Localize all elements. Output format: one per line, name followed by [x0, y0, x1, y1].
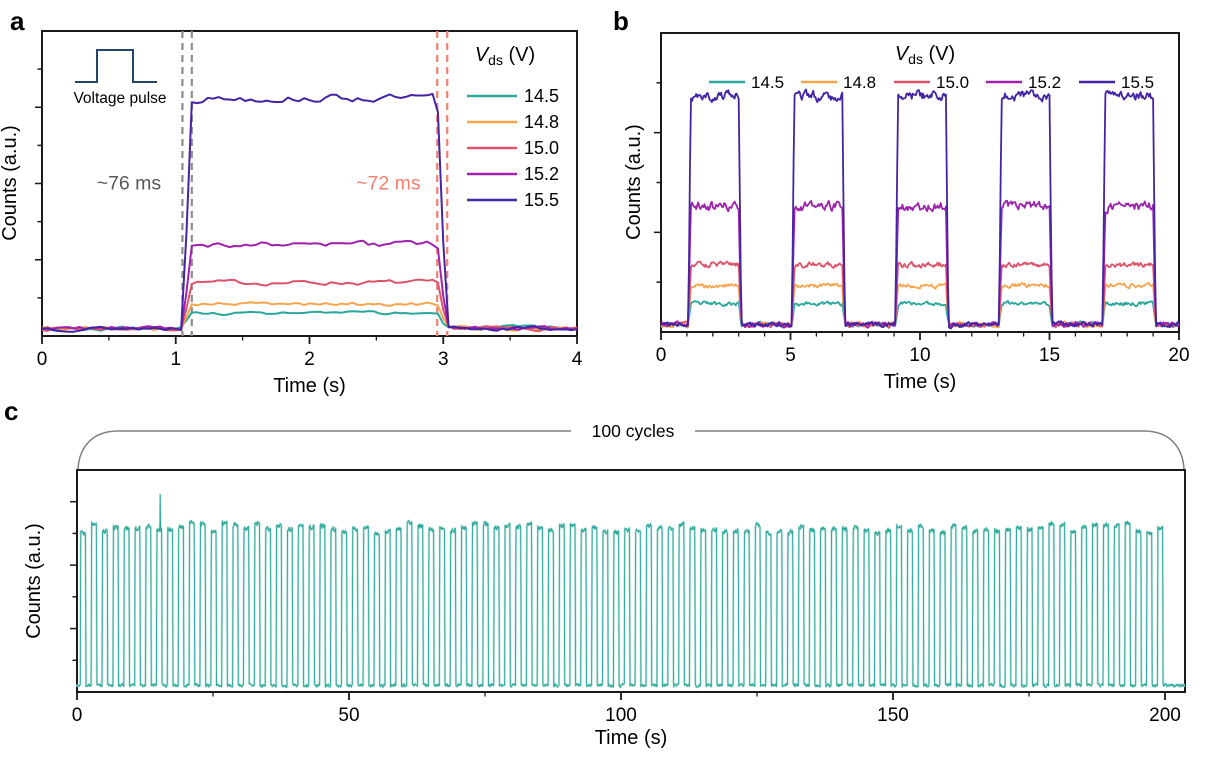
- plot-frame: [76, 469, 1186, 693]
- x-tick-label: 2: [304, 349, 315, 370]
- x-tick-label: 0: [37, 349, 48, 370]
- panel-label-c: c: [4, 396, 19, 426]
- y-axis-title: Counts (a.u.): [23, 523, 45, 639]
- legend-a: Vds (V) 14.5 14.8 15.0 15.2 15.5: [467, 44, 559, 210]
- panel-c: 0 50 100 150 200 Time (s) Counts (a.u.) 100 cyc…: [23, 421, 1186, 749]
- x-tick-label: 150: [877, 705, 909, 726]
- voltage-pulse-label: Voltage pulse: [73, 90, 166, 107]
- bracket-right: [695, 430, 1185, 470]
- legend-label-14.5: 14.5: [524, 86, 559, 106]
- y-axis-title: Counts (a.u.): [0, 125, 21, 241]
- panel-a: 0 1 2 3 4 Time (s) Counts (a.u.) Voltage pulse ~…: [0, 30, 583, 397]
- legend-label-15.5: 15.5: [1121, 73, 1154, 92]
- cycles-bracket: 100 cycles: [77, 421, 1185, 470]
- legend-label-14.5: 14.5: [751, 73, 784, 92]
- x-axis-title: Time (s): [273, 375, 346, 397]
- legend-label-15.0: 15.0: [936, 73, 969, 92]
- series-15.0-line: [41, 278, 578, 333]
- response-time-annotation-0: ~76 ms: [97, 173, 162, 195]
- panel-label-b: b: [613, 6, 629, 36]
- x-tick-label: 100: [605, 705, 637, 726]
- voltage-pulse-icon: [75, 49, 157, 83]
- y-axis-title: Counts (a.u.): [623, 124, 645, 240]
- x-tick-label: 50: [338, 705, 359, 726]
- x-tick-label: 200: [1149, 705, 1181, 726]
- bracket-left: [77, 430, 571, 470]
- series-14.5-pulse-train: [76, 494, 1186, 689]
- x-axis-title: Time (s): [884, 371, 957, 393]
- legend-label-14.8: 14.8: [843, 73, 876, 92]
- x-tick-label: 5: [785, 345, 796, 366]
- legend-title: Vds (V): [895, 43, 955, 67]
- legend-title: Vds (V): [475, 44, 535, 68]
- series-15.5-line: [41, 93, 578, 333]
- legend-label-14.8: 14.8: [524, 112, 559, 132]
- x-tick-label: 3: [438, 349, 449, 370]
- legend-label-15.2: 15.2: [524, 164, 559, 184]
- x-tick-label: 20: [1168, 345, 1189, 366]
- panel-label-a: a: [10, 6, 25, 36]
- x-tick-label: 10: [909, 345, 930, 366]
- legend-label-15.2: 15.2: [1028, 73, 1061, 92]
- voltage-pulse-inset: Voltage pulse: [73, 49, 167, 107]
- response-time-annotation-1: ~72 ms: [356, 173, 421, 195]
- legend-label-15.0: 15.0: [524, 138, 559, 158]
- x-tick-label: 0: [656, 345, 667, 366]
- legend-b: Vds (V) 14.5 14.8 15.0 15.2 15.5: [709, 43, 1154, 92]
- x-tick-label: 0: [72, 705, 83, 726]
- x-axis-title: Time (s): [595, 727, 668, 749]
- panel-b: 0 5 10 15 20 Time (s) Counts (a.u.) Vds (V) 14.5…: [623, 32, 1190, 393]
- series-15.2-line: [41, 239, 578, 332]
- x-tick-label: 1: [170, 349, 181, 370]
- series-15.5-line: [660, 88, 1180, 330]
- cycles-annotation: 100 cycles: [592, 421, 675, 441]
- legend-label-15.5: 15.5: [524, 190, 559, 210]
- x-tick-label: 15: [1039, 345, 1060, 366]
- x-tick-label: 4: [572, 349, 583, 370]
